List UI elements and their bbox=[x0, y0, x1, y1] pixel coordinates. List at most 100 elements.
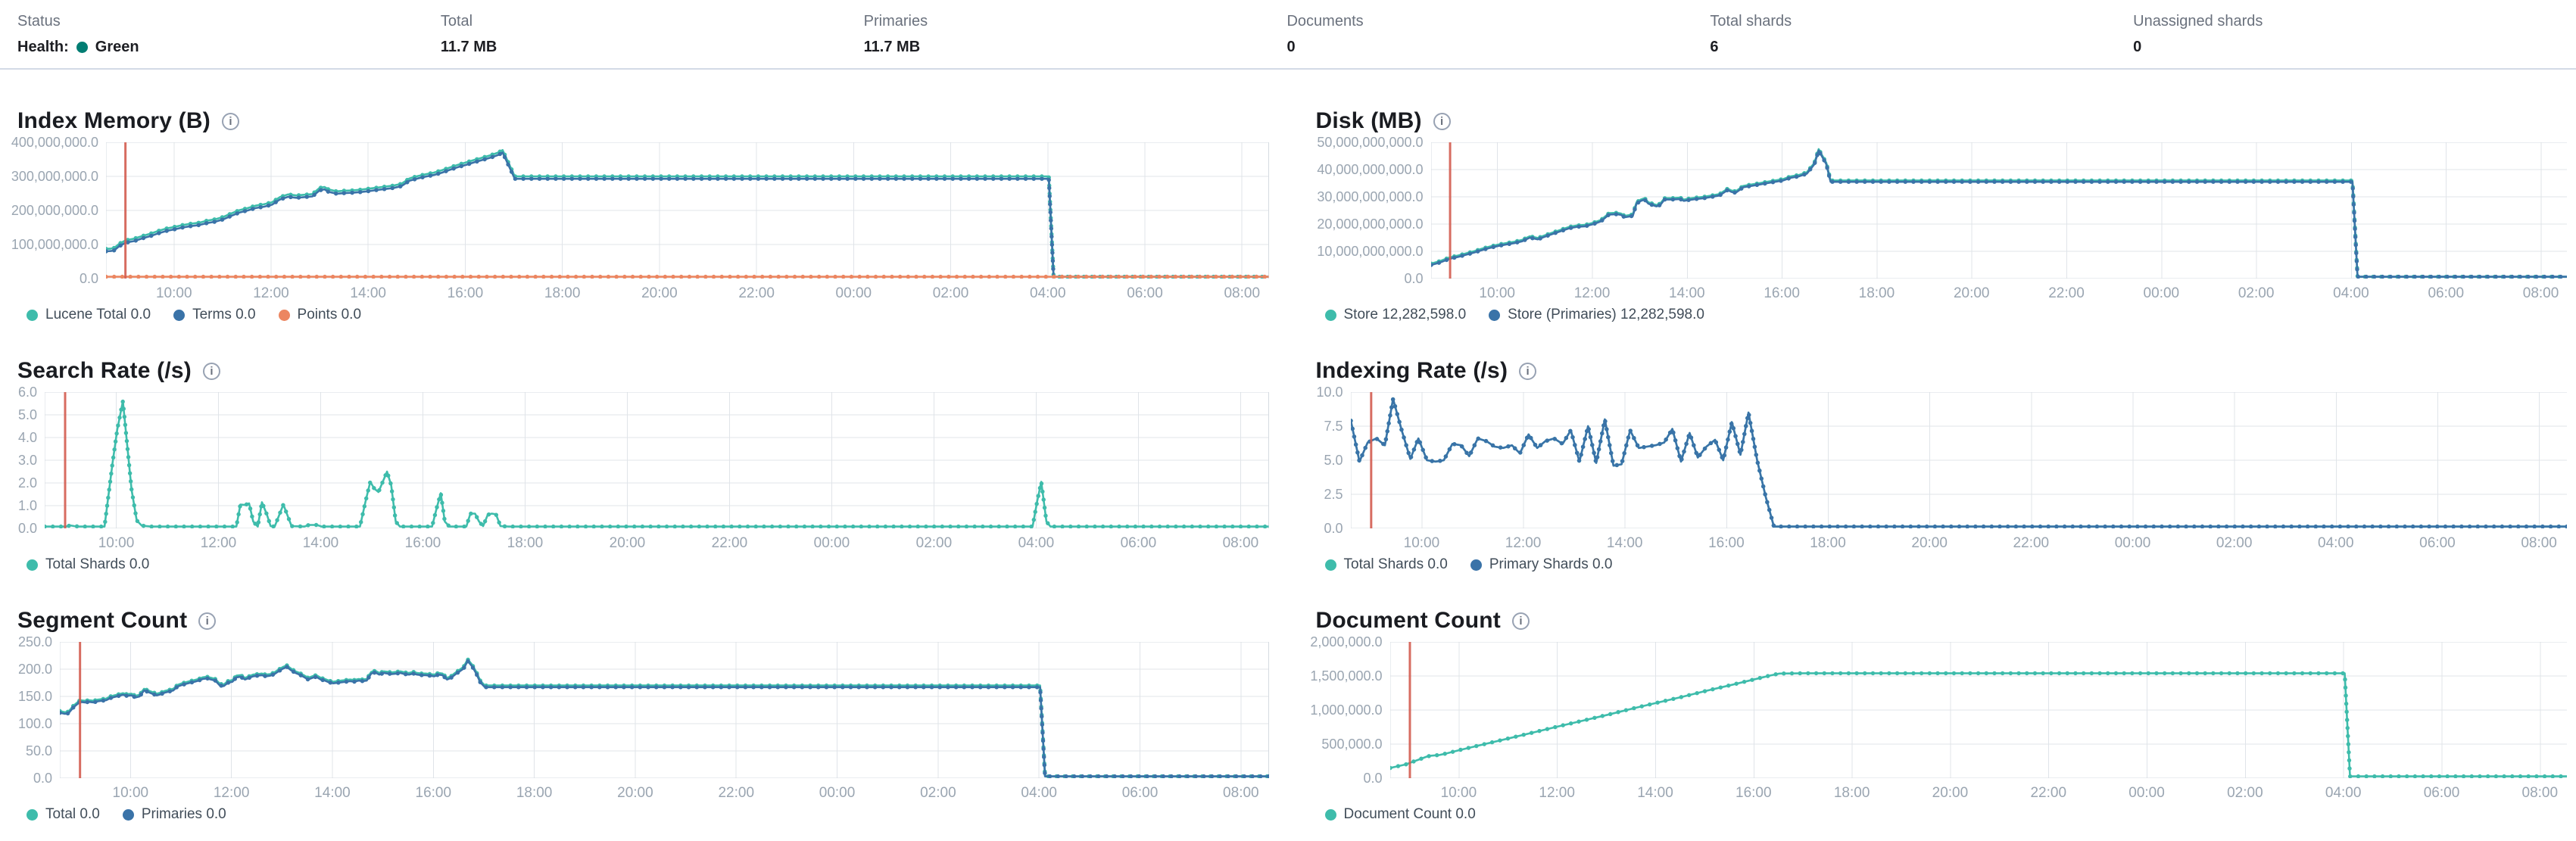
x-tick-label: 06:00 bbox=[2428, 285, 2465, 301]
x-tick-label: 12:00 bbox=[253, 285, 289, 301]
x-axis-labels: 10:00 12:00 14:00 16:00 18:00 20:00 22:00 00:00… bbox=[45, 528, 1269, 553]
chart-panel-index-memory: Index Memory (B) i 400,000,000.0 300,000,… bbox=[11, 107, 1269, 324]
x-tick-label: 10:00 bbox=[98, 535, 135, 551]
y-tick-label: 7.5 bbox=[1324, 419, 1343, 434]
plot-wrap: 10:00 12:00 14:00 16:00 18:00 20:00 22:00 00:00… bbox=[60, 642, 1269, 802]
legend-item-primaries-0-0[interactable]: Primaries 0.0 bbox=[122, 806, 226, 823]
x-tick-label: 16:00 bbox=[1764, 285, 1800, 301]
y-tick-label: 50,000,000,000.0 bbox=[1317, 135, 1424, 150]
x-axis-labels: 10:00 12:00 14:00 16:00 18:00 20:00 22:00 00:00… bbox=[106, 279, 1269, 303]
series-markers-store-primaries bbox=[1431, 151, 2568, 277]
y-tick-label: 50.0 bbox=[25, 743, 52, 758]
y-axis-labels: 10.0 7.5 5.0 2.5 0.0 bbox=[1316, 385, 1351, 536]
legend-item-total-0-0[interactable]: Total 0.0 bbox=[27, 806, 100, 823]
plot-wrap: 10:00 12:00 14:00 16:00 18:00 20:00 22:00 00:00… bbox=[1431, 142, 2568, 303]
legend-item-document-count-0-0[interactable]: Document Count 0.0 bbox=[1324, 806, 1476, 823]
legend-item-primary-shards-0-0[interactable]: Primary Shards 0.0 bbox=[1470, 556, 1612, 573]
legend-item-total-shards-0-0[interactable]: Total Shards 0.0 bbox=[1324, 556, 1448, 573]
chart-body: 10.0 7.5 5.0 2.5 0.0 10:00 12:00 14:00 16:00 18:… bbox=[1316, 385, 2568, 553]
x-tick-label: 22:00 bbox=[718, 785, 755, 801]
y-tick-label: 1.0 bbox=[17, 498, 37, 513]
chart-title-row: Indexing Rate (/s) i bbox=[1316, 357, 2568, 385]
series-line-lucene-total bbox=[106, 150, 1269, 276]
x-tick-label: 16:00 bbox=[404, 535, 441, 551]
x-tick-label: 22:00 bbox=[711, 535, 748, 551]
x-tick-label: 00:00 bbox=[2114, 535, 2151, 551]
document-count-info-icon[interactable]: i bbox=[1511, 612, 1530, 630]
y-tick-label: 0.0 bbox=[1324, 521, 1343, 536]
segment-count-plot-area[interactable] bbox=[60, 642, 1269, 778]
legend: Total 0.0 Primaries 0.0 bbox=[17, 805, 1269, 824]
segment-count-info-icon[interactable]: i bbox=[198, 612, 217, 630]
y-tick-label: 400,000,000.0 bbox=[11, 135, 98, 150]
series-line-store bbox=[1431, 149, 2568, 277]
x-tick-label: 14:00 bbox=[1637, 785, 1673, 801]
legend-dot bbox=[27, 559, 38, 571]
summary-value: 0 bbox=[2133, 39, 2142, 55]
legend-item-lucene-total-0-0[interactable]: Lucene Total 0.0 bbox=[27, 307, 151, 323]
series-line-total-shards bbox=[45, 401, 1269, 527]
y-tick-label: 40,000,000,000.0 bbox=[1317, 162, 1424, 177]
series-markers-lucene-total bbox=[106, 150, 1269, 276]
x-tick-label: 12:00 bbox=[1573, 285, 1611, 301]
series-markers-store bbox=[1431, 149, 2568, 277]
x-tick-label: 10:00 bbox=[112, 785, 149, 801]
index-memory-plot-area[interactable] bbox=[106, 142, 1269, 279]
y-tick-label: 2.5 bbox=[1324, 487, 1343, 502]
chart-title: Document Count bbox=[1315, 608, 1501, 633]
legend-item-total-shards-0-0[interactable]: Total Shards 0.0 bbox=[27, 556, 149, 573]
x-tick-label: 08:00 bbox=[1223, 785, 1259, 801]
x-tick-label: 02:00 bbox=[920, 785, 956, 801]
search-rate-info-icon[interactable]: i bbox=[202, 362, 220, 380]
y-tick-label: 100.0 bbox=[17, 716, 52, 731]
x-tick-label: 08:00 bbox=[1222, 535, 1259, 551]
chart-panel-disk: Disk (MB) i 50,000,000,000.0 40,000,000,0… bbox=[1316, 107, 2568, 324]
legend-item-points-0-0[interactable]: Points 0.0 bbox=[278, 307, 362, 323]
index-memory-info-icon[interactable]: i bbox=[221, 112, 239, 130]
plot-wrap: 10:00 12:00 14:00 16:00 18:00 20:00 22:00 00:00… bbox=[1351, 392, 2568, 553]
legend-label: Points 0.0 bbox=[297, 307, 362, 322]
disk-info-icon[interactable]: i bbox=[1433, 112, 1451, 130]
health-status-dot bbox=[76, 41, 88, 53]
x-tick-label: 10:00 bbox=[155, 285, 192, 301]
legend-dot bbox=[1470, 559, 1482, 571]
legend-dot bbox=[1489, 309, 1501, 321]
chart-body: 50,000,000,000.0 40,000,000,000.0 30,000,0… bbox=[1316, 135, 2568, 303]
legend-item-store-12-282-598-0[interactable]: Store 12,282,598.0 bbox=[1324, 307, 1466, 323]
legend-dot bbox=[1324, 559, 1336, 571]
x-tick-label: 08:00 bbox=[2521, 785, 2559, 801]
plot-wrap: 10:00 12:00 14:00 16:00 18:00 20:00 22:00 00:00… bbox=[45, 392, 1269, 553]
indexing-rate-plot-area[interactable] bbox=[1351, 392, 2568, 528]
chart-title-row: Disk (MB) i bbox=[1316, 107, 2568, 135]
y-axis-labels: 50,000,000,000.0 40,000,000,000.0 30,000,0… bbox=[1316, 135, 1431, 286]
plot-wrap: 10:00 12:00 14:00 16:00 18:00 20:00 22:00 00:00… bbox=[106, 142, 1269, 303]
series-markers-primaries bbox=[60, 661, 1269, 776]
indexing-rate-info-icon[interactable]: i bbox=[1519, 362, 1537, 380]
series-line-document-count bbox=[1390, 673, 2568, 776]
legend-label: Terms 0.0 bbox=[192, 307, 256, 322]
cluster-summary-bar: Status Health: Green Total 11.7 MB Primaries 1… bbox=[0, 0, 2576, 70]
chart-body: 250.0 200.0 150.0 100.0 50.0 0.0 10:00 12:00 14… bbox=[17, 634, 1269, 802]
x-tick-label: 02:00 bbox=[915, 535, 953, 551]
x-tick-label: 18:00 bbox=[1833, 785, 1870, 801]
y-tick-label: 250.0 bbox=[17, 634, 52, 649]
x-tick-label: 00:00 bbox=[2128, 785, 2165, 801]
legend-item-terms-0-0[interactable]: Terms 0.0 bbox=[173, 307, 256, 323]
summary-label: Total bbox=[440, 13, 473, 30]
y-tick-label: 10,000,000,000.0 bbox=[1317, 244, 1424, 259]
y-tick-label: 5.0 bbox=[1324, 453, 1343, 468]
document-count-plot-area[interactable] bbox=[1390, 642, 2568, 778]
legend-item-store-primaries-12-282-598-0[interactable]: Store (Primaries) 12,282,598.0 bbox=[1489, 307, 1704, 323]
search-rate-plot-area[interactable] bbox=[45, 392, 1269, 528]
disk-plot-area[interactable] bbox=[1431, 142, 2568, 279]
legend-dot bbox=[173, 309, 186, 321]
legend-dot bbox=[278, 309, 290, 321]
legend: Lucene Total 0.0 Terms 0.0 Points 0.0 bbox=[17, 306, 1269, 324]
chart-body: 2,000,000.0 1,500,000.0 1,000,000.0 500,000… bbox=[1310, 634, 2568, 802]
x-tick-label: 10:00 bbox=[1440, 785, 1477, 801]
series-line-primary-shards bbox=[1351, 399, 2568, 527]
legend: Total Shards 0.0 bbox=[17, 556, 1269, 574]
x-tick-label: 20:00 bbox=[609, 535, 646, 551]
x-tick-label: 12:00 bbox=[1505, 535, 1542, 551]
x-tick-label: 22:00 bbox=[738, 285, 775, 301]
